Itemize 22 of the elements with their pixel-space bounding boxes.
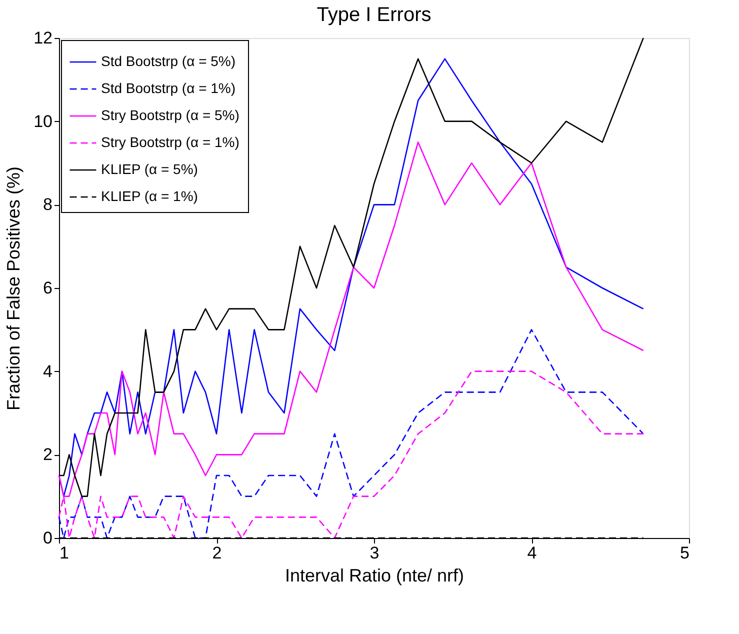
legend-label: Stry Bootstrp (α = 5%) — [101, 107, 240, 123]
y-tick-label: 6 — [43, 278, 52, 298]
y-tick-label: 12 — [34, 28, 52, 48]
x-tick-label: 5 — [680, 544, 690, 562]
x-tick-label: 3 — [370, 544, 380, 562]
y-axis-title: Fraction of False Positives (%) — [4, 166, 24, 411]
x-tick-label: 1 — [60, 544, 69, 562]
y-tick-label: 2 — [43, 445, 52, 464]
y-tick-label: 10 — [34, 112, 52, 131]
y-tick-label: 4 — [43, 362, 52, 381]
legend-label: KLIEP (α = 5%) — [101, 161, 198, 177]
chart-title: Type I Errors — [316, 4, 432, 26]
line-series — [58, 329, 644, 539]
legend-label: Stry Bootstrp (α = 1%) — [101, 134, 240, 150]
legend-label: Std Bootstrp (α = 1%) — [101, 80, 236, 96]
x-axis-title: Interval Ratio (nte/ nrf) — [284, 566, 464, 586]
x-tick-label: 2 — [212, 544, 222, 562]
legend-label: Std Bootstrp (α = 5%) — [101, 53, 236, 69]
legend-label: KLIEP (α = 1%) — [101, 188, 198, 204]
y-tick-label: 0 — [43, 528, 52, 548]
x-tick-label: 4 — [527, 544, 537, 562]
y-tick-label: 8 — [43, 195, 52, 214]
